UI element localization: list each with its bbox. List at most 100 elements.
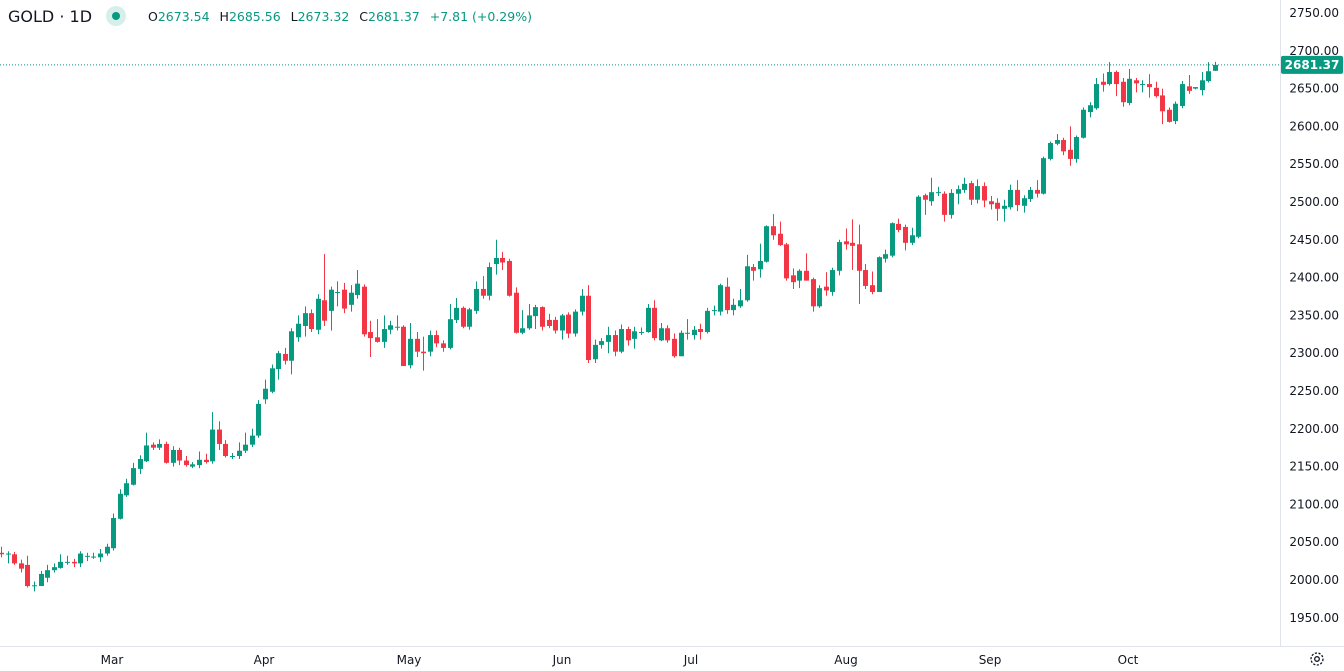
candle[interactable]	[1206, 62, 1211, 83]
candle[interactable]	[758, 243, 763, 278]
candle[interactable]	[474, 281, 479, 314]
candle[interactable]	[131, 462, 136, 486]
candle[interactable]	[58, 554, 63, 569]
candle[interactable]	[197, 451, 202, 469]
candle[interactable]	[824, 272, 829, 296]
candle[interactable]	[467, 307, 472, 330]
candle[interactable]	[1015, 180, 1020, 212]
candle[interactable]	[1028, 186, 1033, 202]
candle[interactable]	[731, 298, 736, 316]
candle[interactable]	[296, 315, 301, 342]
candle[interactable]	[303, 306, 308, 337]
candle[interactable]	[672, 333, 677, 358]
candle[interactable]	[665, 325, 670, 343]
candle[interactable]	[91, 552, 96, 559]
candle[interactable]	[883, 249, 888, 263]
candle[interactable]	[527, 304, 532, 330]
candle[interactable]	[1088, 102, 1093, 118]
candle[interactable]	[487, 262, 492, 301]
candle[interactable]	[375, 319, 380, 343]
candle[interactable]	[547, 313, 552, 329]
candle[interactable]	[335, 281, 340, 307]
candle[interactable]	[171, 446, 176, 467]
candle[interactable]	[250, 428, 255, 447]
candle[interactable]	[811, 277, 816, 312]
candle[interactable]	[368, 320, 373, 357]
candle[interactable]	[685, 319, 690, 340]
candle[interactable]	[388, 320, 393, 335]
candle[interactable]	[237, 442, 242, 460]
candle[interactable]	[223, 440, 228, 458]
price-axis[interactable]: 2750.00 2700.00 2650.00 2600.00 2550.00 2500.…	[1289, 6, 1339, 625]
candle[interactable]	[1160, 88, 1165, 125]
candle[interactable]	[1193, 87, 1198, 90]
candle[interactable]	[586, 285, 591, 364]
candle[interactable]	[415, 332, 420, 357]
candle[interactable]	[1022, 195, 1027, 213]
candle[interactable]	[573, 309, 578, 337]
candle[interactable]	[210, 412, 215, 464]
candle[interactable]	[1041, 156, 1046, 195]
candle[interactable]	[184, 456, 189, 467]
candle[interactable]	[1055, 133, 1060, 146]
candle[interactable]	[989, 195, 994, 210]
candle[interactable]	[817, 285, 822, 308]
candle[interactable]	[969, 180, 974, 206]
candle[interactable]	[12, 552, 17, 565]
candle[interactable]	[448, 304, 453, 350]
candle[interactable]	[85, 552, 90, 562]
candle[interactable]	[0, 546, 4, 558]
candle[interactable]	[39, 570, 44, 587]
candle[interactable]	[942, 191, 947, 222]
candle[interactable]	[105, 543, 110, 556]
candle[interactable]	[204, 453, 209, 464]
candle[interactable]	[639, 327, 644, 336]
candle[interactable]	[540, 306, 545, 331]
candle[interactable]	[791, 268, 796, 289]
candle[interactable]	[434, 330, 439, 348]
candle[interactable]	[646, 304, 651, 333]
candle[interactable]	[45, 564, 50, 583]
candle[interactable]	[1074, 135, 1079, 163]
candle[interactable]	[520, 310, 525, 335]
candle[interactable]	[428, 330, 433, 357]
candle[interactable]	[982, 182, 987, 208]
candle[interactable]	[850, 219, 855, 271]
candle[interactable]	[764, 225, 769, 263]
candle[interactable]	[1187, 74, 1192, 94]
candle[interactable]	[461, 306, 466, 329]
candle[interactable]	[408, 322, 413, 369]
candle[interactable]	[1114, 70, 1119, 97]
candle[interactable]	[322, 254, 327, 326]
candle[interactable]	[1068, 126, 1073, 166]
candle[interactable]	[936, 186, 941, 196]
candle[interactable]	[837, 239, 842, 276]
candle[interactable]	[514, 287, 519, 334]
candle[interactable]	[1140, 80, 1145, 93]
candle[interactable]	[1127, 68, 1132, 106]
candle[interactable]	[778, 221, 783, 246]
candle[interactable]	[923, 193, 928, 215]
candle[interactable]	[382, 315, 387, 348]
candle[interactable]	[533, 304, 538, 330]
candle[interactable]	[949, 189, 954, 219]
candle[interactable]	[157, 439, 162, 450]
candle[interactable]	[1035, 180, 1040, 198]
candle[interactable]	[632, 326, 637, 349]
candle[interactable]	[877, 256, 882, 292]
candle[interactable]	[118, 489, 123, 520]
candle[interactable]	[355, 270, 360, 299]
candle[interactable]	[995, 198, 1000, 221]
candle[interactable]	[1200, 71, 1205, 96]
candle[interactable]	[1101, 73, 1106, 92]
candle[interactable]	[593, 339, 598, 364]
candle[interactable]	[910, 227, 915, 246]
candle[interactable]	[870, 271, 875, 295]
candle[interactable]	[844, 228, 849, 250]
candle[interactable]	[349, 285, 354, 312]
candle[interactable]	[270, 364, 275, 394]
candle[interactable]	[289, 328, 294, 375]
candle[interactable]	[916, 195, 921, 239]
candle[interactable]	[1147, 74, 1152, 98]
candle[interactable]	[1173, 101, 1178, 125]
